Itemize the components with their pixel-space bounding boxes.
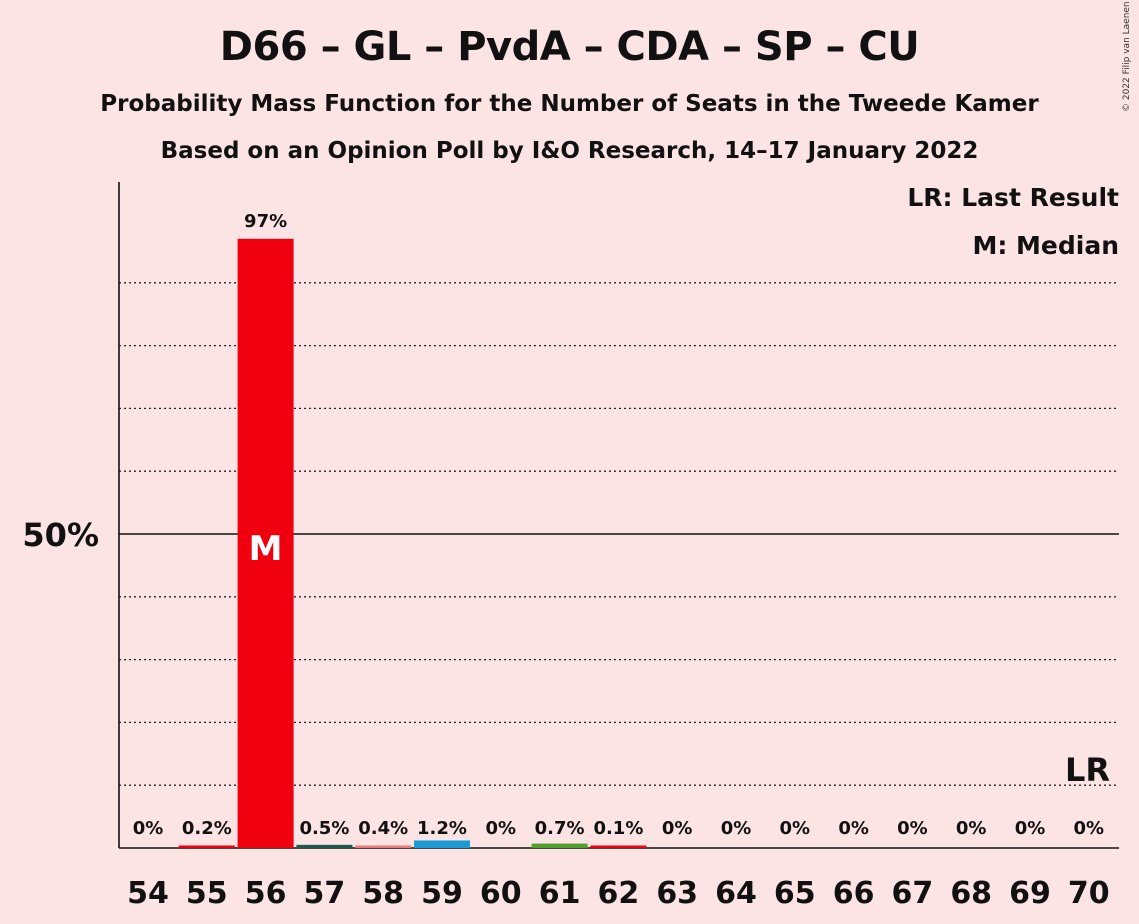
data-label-60: 0% [486,818,517,839]
data-label-67: 0% [897,818,928,839]
y-tick-label: 50% [22,516,99,554]
x-tick-label-62: 62 [598,876,640,911]
data-label-68: 0% [956,818,987,839]
x-tick-label-60: 60 [480,876,522,911]
x-tick-label-67: 67 [892,876,934,911]
x-tick-label-54: 54 [127,876,169,911]
bar-57 [296,844,353,848]
data-label-58: 0.4% [358,818,408,839]
bar-58 [355,845,412,848]
x-tick-label-63: 63 [656,876,698,911]
bar-55 [178,845,235,848]
x-tick-label-64: 64 [715,876,757,911]
bar-56 [237,238,294,849]
data-label-59: 1.2% [417,818,467,839]
x-tick-label-56: 56 [245,876,287,911]
data-label-55: 0.2% [182,818,232,839]
data-label-63: 0% [662,818,693,839]
median-marker: M [249,529,283,569]
x-tick-label-70: 70 [1068,876,1110,911]
last-result-marker: LR [1065,751,1110,789]
x-tick-label-69: 69 [1009,876,1051,911]
x-tick-label-59: 59 [421,876,463,911]
data-label-61: 0.7% [535,818,585,839]
bar-61 [531,843,588,848]
x-tick-label-55: 55 [186,876,228,911]
data-label-66: 0% [838,818,869,839]
x-tick-label-68: 68 [950,876,992,911]
chart-source-line: Based on an Opinion Poll by I&O Research… [160,138,979,164]
bar-59 [414,840,470,848]
chart-subtitle: Probability Mass Function for the Number… [100,91,1039,117]
data-label-70: 0% [1074,818,1105,839]
data-label-62: 0.1% [593,818,643,839]
x-tick-label-65: 65 [774,876,816,911]
x-tick-label-58: 58 [362,876,404,911]
data-label-69: 0% [1015,818,1046,839]
data-label-64: 0% [721,818,752,839]
data-label-57: 0.5% [299,818,349,839]
data-label-54: 0% [133,818,164,839]
legend-median: M: Median [972,231,1119,260]
data-label-56: 97% [244,211,287,232]
bar-62 [590,845,647,848]
chart-title: D66 – GL – PvdA – CDA – SP – CU [219,24,920,70]
legend-last-result: LR: Last Result [907,183,1119,212]
x-tick-label-57: 57 [304,876,346,911]
x-tick-label-61: 61 [539,876,581,911]
x-tick-label-66: 66 [833,876,875,911]
data-label-65: 0% [780,818,811,839]
